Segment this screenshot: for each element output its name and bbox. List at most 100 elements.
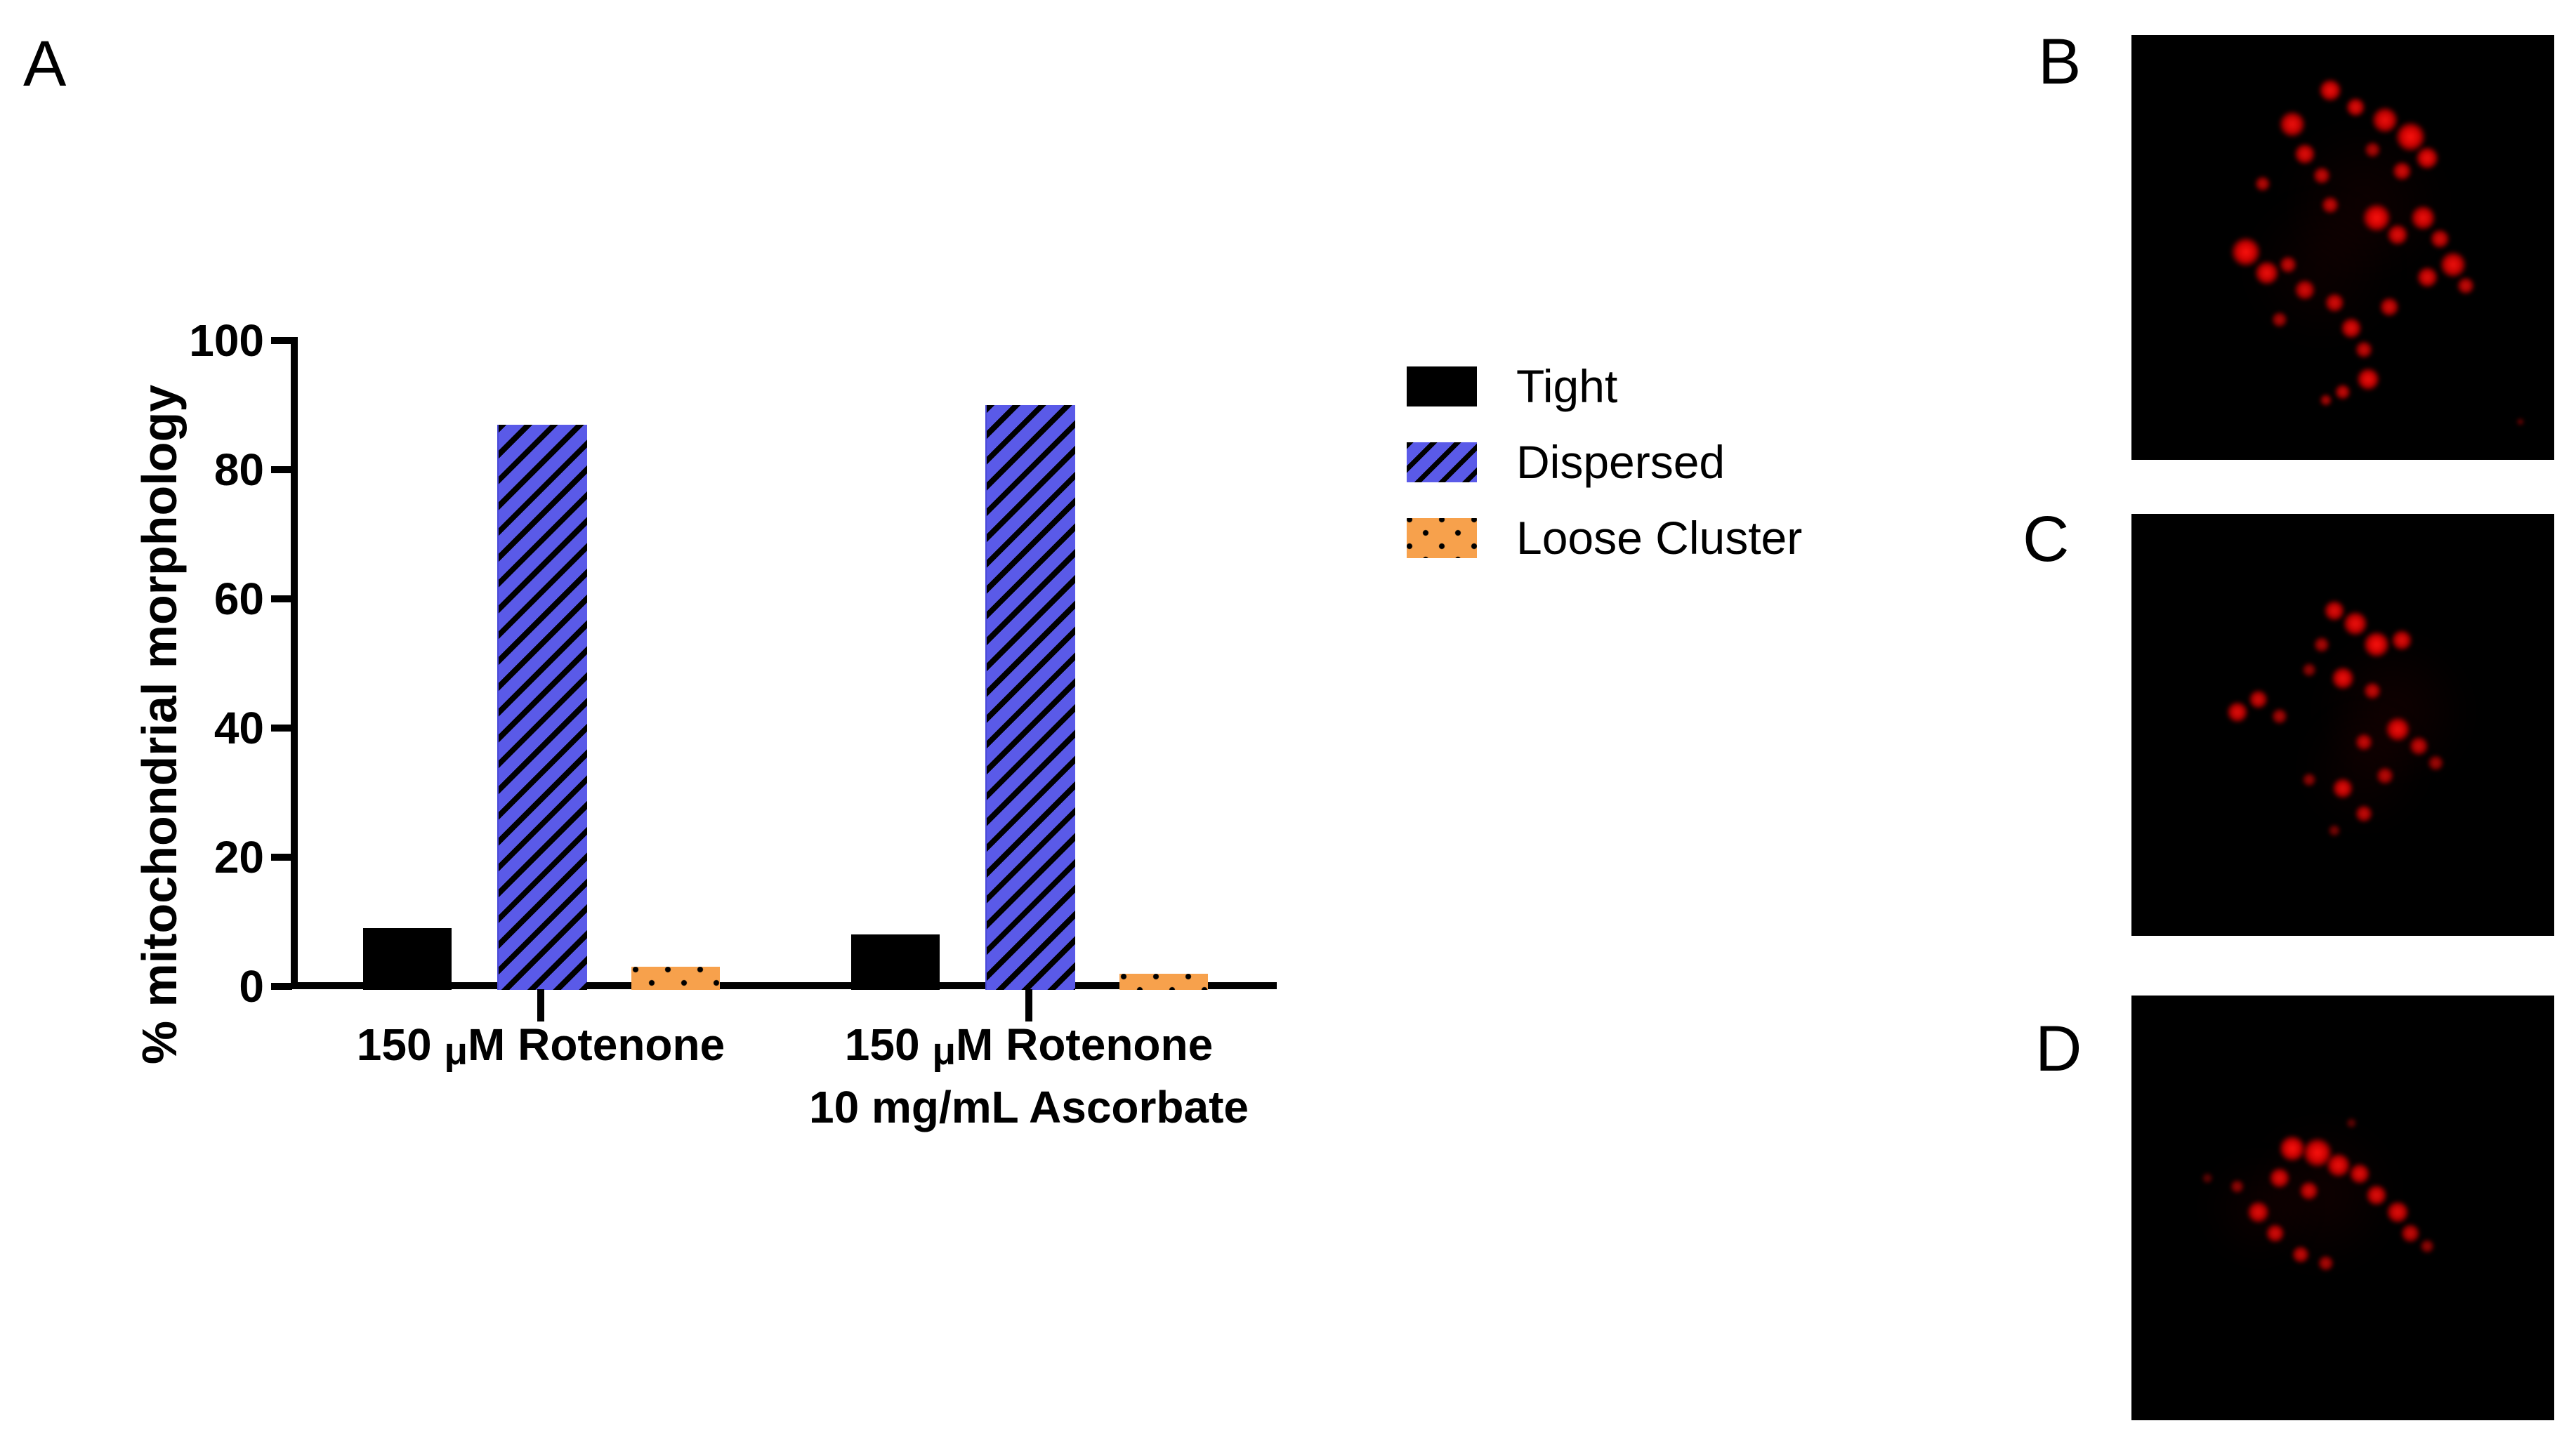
fluorescent-punctum bbox=[2427, 754, 2445, 772]
fluorescent-punctum bbox=[2356, 367, 2381, 391]
fluorescent-punctum bbox=[2327, 824, 2341, 837]
fluorescent-punctum bbox=[2226, 701, 2249, 724]
fluorescent-punctum bbox=[2271, 708, 2288, 725]
fluorescent-punctum bbox=[2340, 317, 2363, 340]
micrograph-b bbox=[2131, 35, 2554, 460]
panel-d-label: D bbox=[2035, 1013, 2082, 1085]
fluorescent-punctum bbox=[2400, 1223, 2421, 1244]
fluorescent-punctum bbox=[2278, 110, 2306, 138]
fluorescent-punctum bbox=[2363, 630, 2391, 659]
fluorescent-punctum bbox=[2516, 418, 2525, 425]
fluorescent-punctum bbox=[2364, 141, 2381, 159]
fluorescent-punctum bbox=[2254, 260, 2280, 286]
y-tick-mark bbox=[271, 595, 292, 602]
fluorescent-punctum bbox=[2365, 1184, 2388, 1206]
bar-dispersed-group1 bbox=[497, 424, 587, 990]
x-axis-line bbox=[291, 982, 1277, 989]
y-tick-mark bbox=[271, 725, 292, 732]
fluorescent-punctum bbox=[2376, 766, 2395, 785]
fluorescent-punctum bbox=[2254, 176, 2271, 192]
y-tick-label: 20 bbox=[213, 832, 264, 882]
fluorescent-punctum bbox=[2415, 146, 2440, 171]
fluorescent-punctum bbox=[2278, 255, 2297, 274]
fluorescent-punctum bbox=[2345, 97, 2366, 118]
fluorescent-punctum bbox=[2313, 636, 2330, 653]
fluorescent-punctum bbox=[2430, 229, 2450, 249]
fluorescent-punctum bbox=[2355, 340, 2374, 359]
fluorescent-punctum bbox=[2291, 1245, 2310, 1264]
y-tick-mark bbox=[271, 854, 292, 861]
micrograph-d bbox=[2131, 996, 2554, 1420]
y-tick-label: 80 bbox=[213, 444, 264, 495]
bar-tight-group2 bbox=[851, 934, 940, 990]
fluorescent-punctum bbox=[2410, 204, 2436, 231]
fluorescent-punctum bbox=[2385, 716, 2411, 742]
y-axis-line bbox=[291, 337, 298, 989]
x-category-label-group1: 150 μM Rotenone bbox=[356, 1019, 725, 1073]
legend-label: Dispersed bbox=[1516, 436, 1726, 488]
fluorescent-punctum bbox=[2301, 662, 2317, 677]
fluorescent-punctum bbox=[2419, 1238, 2435, 1254]
legend-row-loose-cluster: Loose Cluster bbox=[1407, 515, 1802, 561]
fluorescent-punctum bbox=[2294, 279, 2316, 301]
legend-swatch-dots-icon bbox=[1407, 517, 1477, 558]
mu-glyph: μ bbox=[932, 1029, 957, 1073]
fluorescent-punctum bbox=[2371, 106, 2399, 134]
legend-label: Loose Cluster bbox=[1516, 512, 1803, 564]
fluorescent-punctum bbox=[2324, 292, 2345, 313]
fluorescent-punctum bbox=[2391, 629, 2413, 652]
fluorescent-punctum bbox=[2301, 772, 2317, 788]
bar-loose-cluster-group2 bbox=[1119, 973, 1208, 990]
fluorescent-punctum bbox=[2456, 276, 2475, 295]
fluorescent-punctum bbox=[2320, 196, 2339, 214]
fluorescent-punctum bbox=[2248, 689, 2268, 710]
fluorescent-punctum bbox=[2323, 600, 2346, 622]
bar-dispersed-group2 bbox=[985, 405, 1075, 990]
legend-row-tight: Tight bbox=[1407, 363, 1617, 409]
fluorescent-punctum bbox=[2230, 1179, 2245, 1194]
bar-tight-group1 bbox=[363, 928, 452, 990]
micrograph-c bbox=[2131, 514, 2554, 936]
fluorescent-punctum bbox=[2391, 161, 2412, 181]
y-tick-mark bbox=[271, 983, 292, 990]
fluorescent-punctum bbox=[2278, 1135, 2306, 1163]
y-tick-label: 0 bbox=[239, 961, 264, 1012]
y-tick-label: 60 bbox=[213, 574, 264, 624]
fluorescent-punctum bbox=[2299, 1181, 2320, 1201]
fluorescent-punctum bbox=[2342, 611, 2369, 637]
fluorescent-punctum bbox=[2416, 266, 2438, 289]
fluorescence-haze bbox=[2316, 635, 2471, 790]
fluorescent-punctum bbox=[2386, 223, 2409, 246]
bar-loose-cluster-group1 bbox=[631, 967, 720, 990]
mu-glyph: μ bbox=[444, 1029, 468, 1073]
fluorescent-punctum bbox=[2332, 777, 2354, 800]
fluorescent-punctum bbox=[2318, 78, 2342, 102]
fluorescent-punctum bbox=[2265, 1223, 2285, 1244]
fluorescent-punctum bbox=[2312, 166, 2331, 185]
fluorescent-punctum bbox=[2271, 311, 2288, 329]
fluorescent-punctum bbox=[2319, 394, 2332, 407]
y-tick-mark bbox=[271, 337, 292, 344]
legend-swatch-solid-icon bbox=[1407, 366, 1477, 406]
x-group-tick bbox=[1025, 989, 1032, 1021]
legend-swatch-hatch-icon bbox=[1407, 442, 1477, 482]
x-group-tick bbox=[537, 989, 544, 1021]
fluorescent-punctum bbox=[2363, 682, 2382, 701]
fluorescent-punctum bbox=[2355, 732, 2374, 751]
fluorescent-punctum bbox=[2346, 1117, 2357, 1129]
fluorescent-punctum bbox=[2294, 143, 2316, 165]
fluorescent-punctum bbox=[2246, 1200, 2271, 1224]
panel-b-label: B bbox=[2038, 26, 2082, 98]
fluorescent-punctum bbox=[2348, 1163, 2371, 1185]
fluorescent-punctum bbox=[2409, 736, 2429, 756]
legend-row-dispersed: Dispersed bbox=[1407, 439, 1725, 485]
fluorescent-punctum bbox=[2379, 296, 2400, 317]
fluorescent-punctum bbox=[2386, 1200, 2410, 1224]
panel-a-label: A bbox=[23, 28, 67, 100]
y-tick-label: 100 bbox=[189, 315, 264, 366]
fluorescent-punctum bbox=[2325, 1152, 2352, 1179]
fluorescent-punctum bbox=[2331, 666, 2355, 691]
y-tick-label: 40 bbox=[213, 703, 264, 753]
fluorescent-punctum bbox=[2362, 203, 2391, 232]
